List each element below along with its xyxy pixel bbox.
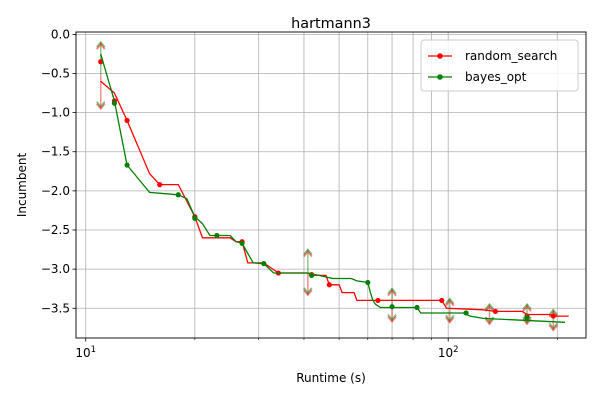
y-tick-label: −3.0 <box>41 262 70 276</box>
range-arrow-head <box>303 248 313 256</box>
data-point <box>214 232 220 239</box>
x-tick-label: 101 <box>75 345 96 360</box>
range-arrow-head <box>548 308 559 316</box>
y-tick-label: −3.5 <box>41 301 70 315</box>
series-line <box>100 80 569 317</box>
range-arrow-head <box>387 287 397 295</box>
series-layer <box>98 53 569 323</box>
data-point <box>389 304 395 310</box>
legend-label: bayes_opt <box>465 70 527 84</box>
legend-marker <box>437 74 443 80</box>
range-arrow-head <box>96 40 106 48</box>
range-arrow-head <box>303 250 313 258</box>
y-axis-title: Incumbent <box>15 153 29 218</box>
y-tick-label: −0.5 <box>41 66 70 80</box>
y-tick-label: −1.5 <box>41 145 70 159</box>
legend-marker <box>437 53 443 59</box>
data-point <box>111 100 118 106</box>
range-arrow-head <box>548 324 559 332</box>
data-point <box>326 282 332 288</box>
range-arrow-head <box>548 322 559 330</box>
data-point <box>239 240 245 246</box>
range-arrow-head <box>445 316 455 324</box>
data-point <box>414 304 420 311</box>
data-point <box>365 279 371 286</box>
x-tick-label: 102 <box>438 345 459 360</box>
range-arrow-head <box>522 302 532 310</box>
data-point <box>375 297 381 304</box>
range-arrow-head <box>445 314 455 322</box>
data-point <box>157 182 163 188</box>
range-arrow-head <box>445 299 455 307</box>
data-point <box>439 297 445 304</box>
data-point <box>492 308 499 314</box>
series-random-search <box>98 59 569 319</box>
range-arrow-head <box>522 304 532 312</box>
range-arrow-head <box>387 316 397 324</box>
legend: random_search bayes_opt <box>420 39 579 92</box>
data-point <box>192 215 198 221</box>
data-point <box>550 313 556 319</box>
data-point <box>524 315 530 321</box>
x-axis-title: Runtime (s) <box>296 371 366 385</box>
data-point <box>124 117 130 124</box>
y-axis: 0.0 −0.5 −1.0 −1.5 −2.0 −2.5 −3.0 −3.5 <box>41 27 76 315</box>
plot-frame <box>75 31 587 339</box>
range-arrow-head <box>387 289 397 297</box>
range-arrow-head <box>96 103 106 111</box>
data-point <box>175 192 181 198</box>
range-arrow-head <box>445 297 455 305</box>
range-arrow-head <box>303 287 313 295</box>
y-tick-label: −1.0 <box>41 106 70 120</box>
range-arrow-head <box>484 302 495 310</box>
y-tick-label: −2.0 <box>41 184 70 198</box>
legend-label: random_search <box>465 49 557 63</box>
range-arrow-head <box>387 314 397 322</box>
y-tick-label: −2.5 <box>41 223 70 237</box>
series-line <box>100 53 566 323</box>
range-arrow-head <box>484 318 495 326</box>
legend-box <box>420 39 579 92</box>
data-point <box>309 272 315 278</box>
data-point <box>124 162 130 168</box>
x-axis: 101 102 <box>75 338 558 360</box>
range-arrow-head <box>96 101 106 109</box>
data-point <box>261 261 267 267</box>
range-arrow-head <box>522 316 532 324</box>
range-arrow-head <box>303 289 313 297</box>
range-arrow-head <box>96 42 106 50</box>
chart-title: hartmann3 <box>291 16 371 32</box>
y-tick-label: 0.0 <box>51 27 70 41</box>
series-bayes-opt <box>100 53 566 323</box>
data-point <box>463 310 469 316</box>
